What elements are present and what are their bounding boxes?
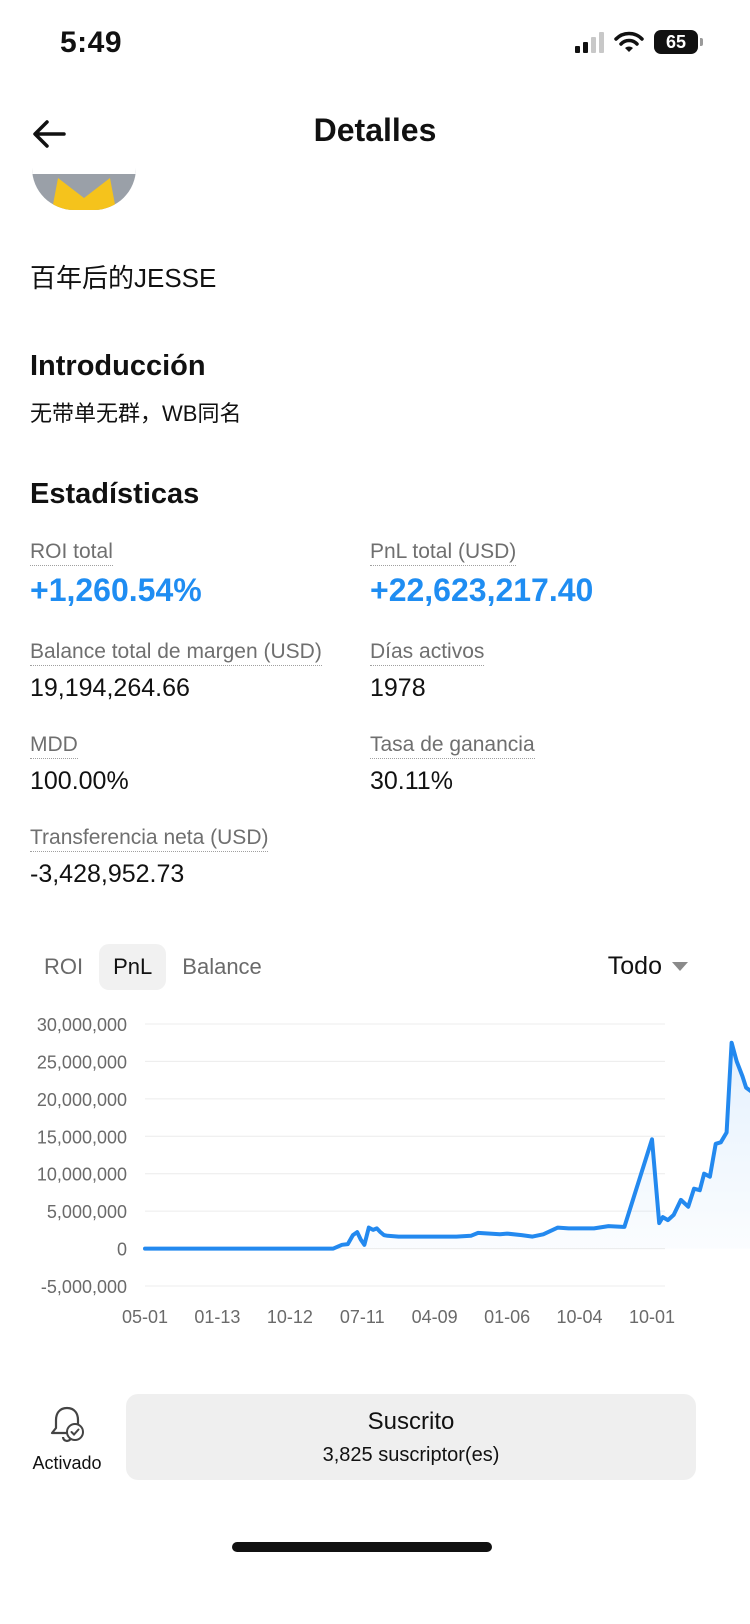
y-tick-label: 15,000,000 [37, 1127, 127, 1147]
stat-mdd: MDD 100.00% [30, 733, 129, 796]
arrow-left-icon [33, 120, 66, 148]
x-tick-label: 04-09 [412, 1307, 458, 1327]
back-button[interactable] [28, 112, 72, 156]
page-title: Detalles [313, 112, 437, 148]
pnl-chart[interactable]: 30,000,000 25,000,000 20,000,000 15,000,000… [0, 1000, 750, 1340]
bell-check-icon [50, 1406, 84, 1443]
stat-mdd-label[interactable]: MDD [30, 733, 78, 759]
stat-roi: ROI total +1,260.54% [30, 540, 202, 609]
y-tick-label: 0 [117, 1240, 127, 1260]
subscribe-title: Suscrito [367, 1408, 455, 1435]
bell-label: Activado [32, 1453, 102, 1473]
chart-tabs: ROI PnL Balance [30, 944, 278, 990]
y-tick-label: 10,000,000 [37, 1165, 127, 1185]
x-tick-label: 01-06 [484, 1307, 530, 1327]
x-tick-label: 10-12 [267, 1307, 313, 1327]
tab-pnl[interactable]: PnL [99, 944, 167, 990]
x-tick-label: 01-13 [194, 1307, 240, 1327]
range-dropdown-value: Todo [607, 952, 662, 980]
stats-title: Estadísticas [30, 478, 200, 510]
stat-transfer-label[interactable]: Transferencia neta (USD) [30, 826, 269, 852]
y-tick-label: 5,000,000 [47, 1202, 127, 1222]
x-tick-label: 10-04 [557, 1307, 603, 1327]
stat-transfer: Transferencia neta (USD) -3,428,952.73 [30, 826, 269, 889]
stat-winrate-label[interactable]: Tasa de ganancia [370, 733, 535, 759]
stat-pnl-label[interactable]: PnL total (USD) [370, 540, 517, 566]
intro-text: 无带单无群，WB同名 [30, 401, 242, 426]
series-area [145, 1042, 750, 1249]
subscriber-count: 3,825 suscriptor(es) [322, 1444, 500, 1466]
tab-roi[interactable]: ROI [44, 954, 84, 979]
subscribe-button[interactable]: Suscrito 3,825 suscriptor(es) [126, 1394, 696, 1480]
x-tick-label: 07-11 [340, 1307, 385, 1327]
range-dropdown[interactable]: Todo [608, 952, 688, 981]
header: Detalles [0, 100, 750, 170]
avatar[interactable] [32, 168, 136, 210]
stat-roi-label[interactable]: ROI total [30, 540, 113, 566]
stat-winrate-value: 30.11% [370, 767, 453, 795]
stat-mdd-value: 100.00% [30, 767, 129, 795]
tab-balance[interactable]: Balance [182, 954, 262, 979]
wifi-icon [614, 31, 644, 52]
battery-icon: 65 [654, 30, 703, 54]
status-bar: 5:49 65 [0, 0, 750, 90]
y-tick-label: 20,000,000 [37, 1090, 127, 1110]
notification-toggle[interactable]: Activado [22, 1400, 112, 1480]
stat-transfer-value: -3,428,952.73 [30, 860, 185, 888]
x-tick-label: 05-01 [122, 1307, 168, 1327]
stat-margin: Balance total de margen (USD) 19,194,264… [30, 640, 322, 703]
signal-icon [575, 31, 604, 53]
caret-down-icon [672, 962, 688, 971]
intro-title: Introducción [30, 350, 206, 382]
home-indicator [232, 1542, 492, 1552]
stat-pnl: PnL total (USD) +22,623,217.40 [370, 540, 593, 609]
stat-winrate: Tasa de ganancia 30.11% [370, 733, 535, 796]
y-tick-label: -5,000,000 [41, 1277, 127, 1297]
stat-margin-value: 19,194,264.66 [30, 674, 190, 702]
series-line [143, 1040, 750, 1251]
stat-days-value: 1978 [370, 674, 426, 702]
status-icons: 65 [575, 30, 703, 54]
status-time: 5:49 [60, 26, 123, 59]
stat-roi-value: +1,260.54% [30, 572, 202, 608]
x-tick-label: 10-01 [629, 1307, 675, 1327]
y-tick-label: 30,000,000 [37, 1015, 127, 1035]
stat-margin-label[interactable]: Balance total de margen (USD) [30, 640, 322, 666]
stat-days-label[interactable]: Días activos [370, 640, 485, 666]
stat-pnl-value: +22,623,217.40 [370, 572, 594, 608]
avatar-logo-icon [32, 168, 136, 210]
stat-days: Días activos 1978 [370, 640, 485, 703]
nickname: 百年后的JESSE [30, 263, 217, 293]
y-tick-label: 25,000,000 [37, 1052, 127, 1072]
